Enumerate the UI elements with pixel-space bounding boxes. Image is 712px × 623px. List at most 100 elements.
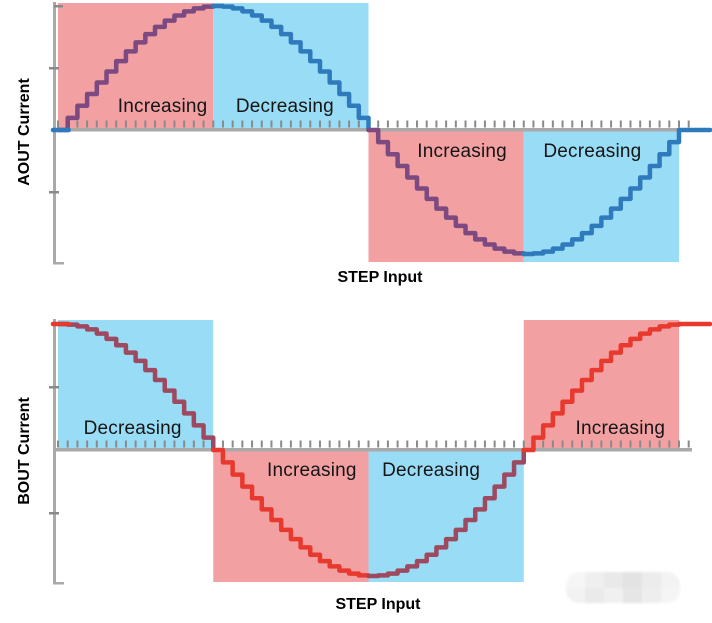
- y-tick: [54, 5, 63, 8]
- x-tick: [668, 120, 671, 128]
- waveform-segment-increasing: [521, 321, 682, 453]
- x-tick: [590, 440, 593, 448]
- x-tick: [57, 120, 59, 128]
- x-tick: [309, 120, 312, 128]
- x-tick: [270, 440, 273, 448]
- x-tick: [289, 120, 292, 128]
- x-tick: [513, 120, 516, 128]
- x-tick: [658, 120, 661, 128]
- x-tick: [483, 120, 486, 128]
- bout-y-axis-title: BOUT Current: [16, 397, 33, 505]
- x-tick: [551, 440, 554, 448]
- x-tick: [493, 120, 496, 128]
- x-tick: [445, 440, 448, 448]
- x-tick: [464, 440, 467, 448]
- x-tick: [105, 120, 108, 128]
- x-tick: [658, 440, 661, 448]
- waveform-segment-decreasing: [211, 3, 371, 133]
- x-tick: [115, 440, 118, 448]
- x-tick: [318, 440, 321, 448]
- x-tick: [221, 440, 224, 448]
- x-tick: [144, 440, 147, 448]
- y-axis-foot: [53, 582, 64, 585]
- x-tick: [251, 120, 254, 128]
- watermark-cell: [566, 572, 585, 588]
- x-tick: [648, 120, 651, 128]
- x-tick: [435, 440, 438, 448]
- bout-region-label-increasing-1: Increasing: [267, 460, 357, 481]
- x-tick: [629, 440, 632, 448]
- watermark-cell: [585, 587, 604, 603]
- waveform-segment-increasing: [211, 447, 371, 579]
- x-tick: [561, 440, 564, 448]
- x-tick: [678, 120, 680, 128]
- x-tick: [328, 120, 331, 128]
- x-tick: [522, 120, 525, 128]
- aout-x-axis-title: STEP Input: [337, 269, 423, 286]
- waveform-segment-increasing: [366, 127, 526, 257]
- aout-region-label-increasing-1: Increasing: [117, 96, 208, 117]
- watermark-cell: [661, 587, 680, 603]
- x-tick: [610, 440, 613, 448]
- x-tick: [396, 440, 399, 448]
- x-tick: [134, 120, 137, 128]
- x-tick: [464, 120, 467, 128]
- x-tick: [280, 440, 283, 448]
- x-axis-line: [53, 128, 712, 132]
- x-tick: [678, 440, 680, 448]
- x-tick: [629, 120, 632, 128]
- x-tick: [377, 120, 380, 128]
- x-tick: [338, 440, 341, 448]
- x-tick: [154, 440, 157, 448]
- x-tick: [580, 120, 583, 128]
- x-tick: [260, 120, 263, 128]
- x-tick: [639, 440, 642, 448]
- bout-x-axis-title: STEP Input: [335, 596, 421, 613]
- y-axis-line: [53, 2, 56, 264]
- x-tick: [318, 120, 321, 128]
- y-axis-line: [53, 319, 56, 584]
- x-tick: [571, 120, 574, 128]
- x-tick: [357, 440, 360, 448]
- x-axis-line: [53, 448, 692, 452]
- x-tick: [241, 120, 244, 128]
- watermark-cell: [623, 587, 642, 603]
- bout-region-label-increasing-2: Increasing: [575, 418, 666, 439]
- x-tick: [192, 120, 195, 128]
- x-tick: [173, 120, 176, 128]
- region-fill-decreasing: [523, 130, 679, 262]
- region-fill-decreasing: [213, 3, 369, 130]
- x-tick: [231, 120, 234, 128]
- x-tick: [571, 440, 574, 448]
- x-tick: [86, 440, 89, 448]
- bout-region-label-decreasing-2: Decreasing: [382, 460, 481, 481]
- x-tick: [251, 440, 254, 448]
- x-tick: [648, 440, 651, 448]
- watermark-cell: [642, 572, 661, 588]
- x-tick: [454, 120, 457, 128]
- x-tick: [416, 440, 419, 448]
- x-tick: [600, 120, 603, 128]
- x-tick: [639, 120, 642, 128]
- x-tick: [600, 440, 603, 448]
- x-tick: [454, 440, 457, 448]
- x-tick: [202, 440, 205, 448]
- x-tick: [280, 120, 283, 128]
- x-tick: [76, 120, 79, 128]
- y-tick: [49, 67, 59, 70]
- x-tick: [289, 440, 292, 448]
- x-tick: [163, 440, 166, 448]
- x-tick: [270, 120, 273, 128]
- x-tick: [57, 440, 59, 448]
- waveform-segment-decreasing: [55, 321, 216, 453]
- x-tick: [299, 120, 302, 128]
- x-tick: [445, 120, 448, 128]
- x-tick: [95, 120, 98, 128]
- x-tick: [144, 120, 147, 128]
- watermark-cell: [585, 572, 604, 588]
- region-fill-increasing: [213, 450, 369, 582]
- x-tick: [435, 120, 438, 128]
- x-tick: [474, 440, 477, 448]
- x-tick: [532, 120, 535, 128]
